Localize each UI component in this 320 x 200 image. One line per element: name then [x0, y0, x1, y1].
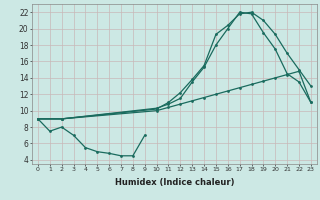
X-axis label: Humidex (Indice chaleur): Humidex (Indice chaleur) [115, 178, 234, 187]
